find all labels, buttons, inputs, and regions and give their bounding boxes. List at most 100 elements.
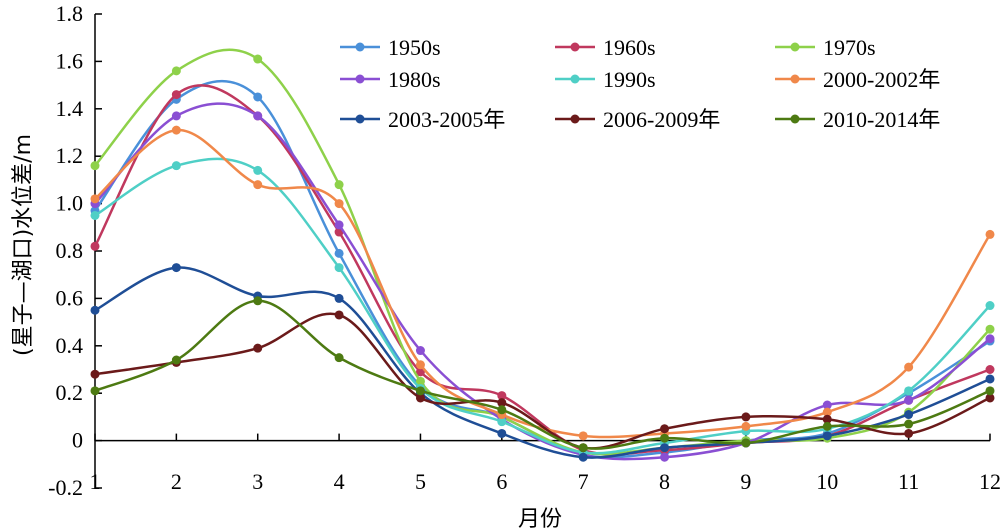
data-point [334, 310, 344, 320]
x-tick-label: 3 [252, 469, 263, 494]
data-point [497, 391, 507, 401]
data-point [985, 324, 995, 334]
x-tick-label: 6 [496, 469, 507, 494]
data-point [904, 386, 914, 396]
legend-label: 2006-2009年 [603, 107, 720, 132]
legend-item: 2006-2009年 [555, 107, 720, 132]
legend-item: 1970s [775, 35, 876, 60]
data-point [415, 367, 425, 377]
data-point [334, 220, 344, 230]
data-point [90, 305, 100, 315]
series-8 [90, 296, 995, 453]
data-point [985, 229, 995, 239]
x-tick-label: 8 [659, 469, 670, 494]
data-point [578, 443, 588, 453]
x-tick-label: 7 [578, 469, 589, 494]
y-tick-label: 0.6 [56, 285, 84, 310]
series-1 [90, 84, 995, 456]
legend-item: 1950s [340, 35, 441, 60]
data-point [415, 386, 425, 396]
data-point [334, 263, 344, 273]
y-tick-label: 1.4 [56, 96, 84, 121]
data-point [253, 111, 263, 121]
series-line [94, 266, 991, 459]
legend-swatch-marker [355, 42, 365, 52]
series-line [94, 128, 992, 439]
data-point [90, 241, 100, 251]
legend-label: 2003-2005年 [388, 107, 505, 132]
data-point [90, 194, 100, 204]
data-point [171, 125, 181, 135]
data-point [904, 362, 914, 372]
data-point [171, 161, 181, 171]
data-point [985, 301, 995, 311]
legend-item: 2010-2014年 [775, 107, 940, 132]
y-tick-label: 0.2 [56, 380, 84, 405]
x-tick-label: 2 [171, 469, 182, 494]
y-tick-label: 0.4 [56, 333, 84, 358]
data-point [904, 410, 914, 420]
data-point [822, 421, 832, 431]
data-point [822, 407, 832, 417]
data-point [415, 376, 425, 386]
legend-label: 1960s [603, 35, 656, 60]
y-tick-label: 1.8 [56, 1, 84, 26]
legend-label: 1990s [603, 67, 656, 92]
data-point [985, 393, 995, 403]
legend-item: 2000-2002年 [775, 67, 940, 92]
x-tick-label: 10 [816, 469, 838, 494]
y-tick-label: 0 [72, 428, 83, 453]
data-point [904, 395, 914, 405]
y-tick-label: -0.2 [48, 475, 83, 500]
legend-item: 1960s [555, 35, 656, 60]
legend-label: 1970s [823, 35, 876, 60]
data-point [171, 263, 181, 273]
data-point [334, 248, 344, 258]
x-tick-label: 11 [898, 469, 919, 494]
data-point [90, 210, 100, 220]
data-point [904, 428, 914, 438]
x-tick-label: 4 [334, 469, 345, 494]
series-line [93, 84, 991, 456]
legend-item: 2003-2005年 [340, 107, 505, 132]
legend-swatch-marker [355, 74, 365, 84]
legend-swatch-marker [790, 42, 800, 52]
legend-swatch-marker [570, 42, 580, 52]
data-point [253, 296, 263, 306]
legend-swatch-marker [570, 74, 580, 84]
data-point [822, 400, 832, 410]
data-point [660, 433, 670, 443]
data-point [985, 386, 995, 396]
y-tick-label: 1.0 [56, 191, 84, 216]
data-point [497, 405, 507, 415]
data-point [578, 431, 588, 441]
data-point [253, 343, 263, 353]
data-point [904, 419, 914, 429]
data-point [253, 92, 263, 102]
data-point [985, 374, 995, 384]
legend-label: 1950s [388, 35, 441, 60]
data-point [90, 369, 100, 379]
series-line [94, 102, 991, 461]
series-5 [90, 125, 995, 441]
data-point [497, 398, 507, 408]
data-point [660, 443, 670, 453]
data-point [171, 66, 181, 76]
legend-item: 1980s [340, 67, 441, 92]
data-point [985, 365, 995, 374]
data-point [497, 417, 507, 427]
series-line [94, 157, 991, 455]
data-point [660, 424, 670, 434]
data-point [334, 353, 344, 363]
legend: 1950s 1960s 1970s 1980s 1990s 2000-2002年 2003-… [340, 35, 940, 132]
data-point [497, 428, 507, 438]
x-tick-label: 12 [979, 469, 1000, 494]
series-line [94, 299, 991, 450]
data-point [415, 393, 425, 403]
data-point [334, 199, 344, 209]
series-line [94, 312, 991, 450]
data-point [334, 293, 344, 303]
data-point [741, 421, 751, 431]
data-point [171, 90, 181, 100]
